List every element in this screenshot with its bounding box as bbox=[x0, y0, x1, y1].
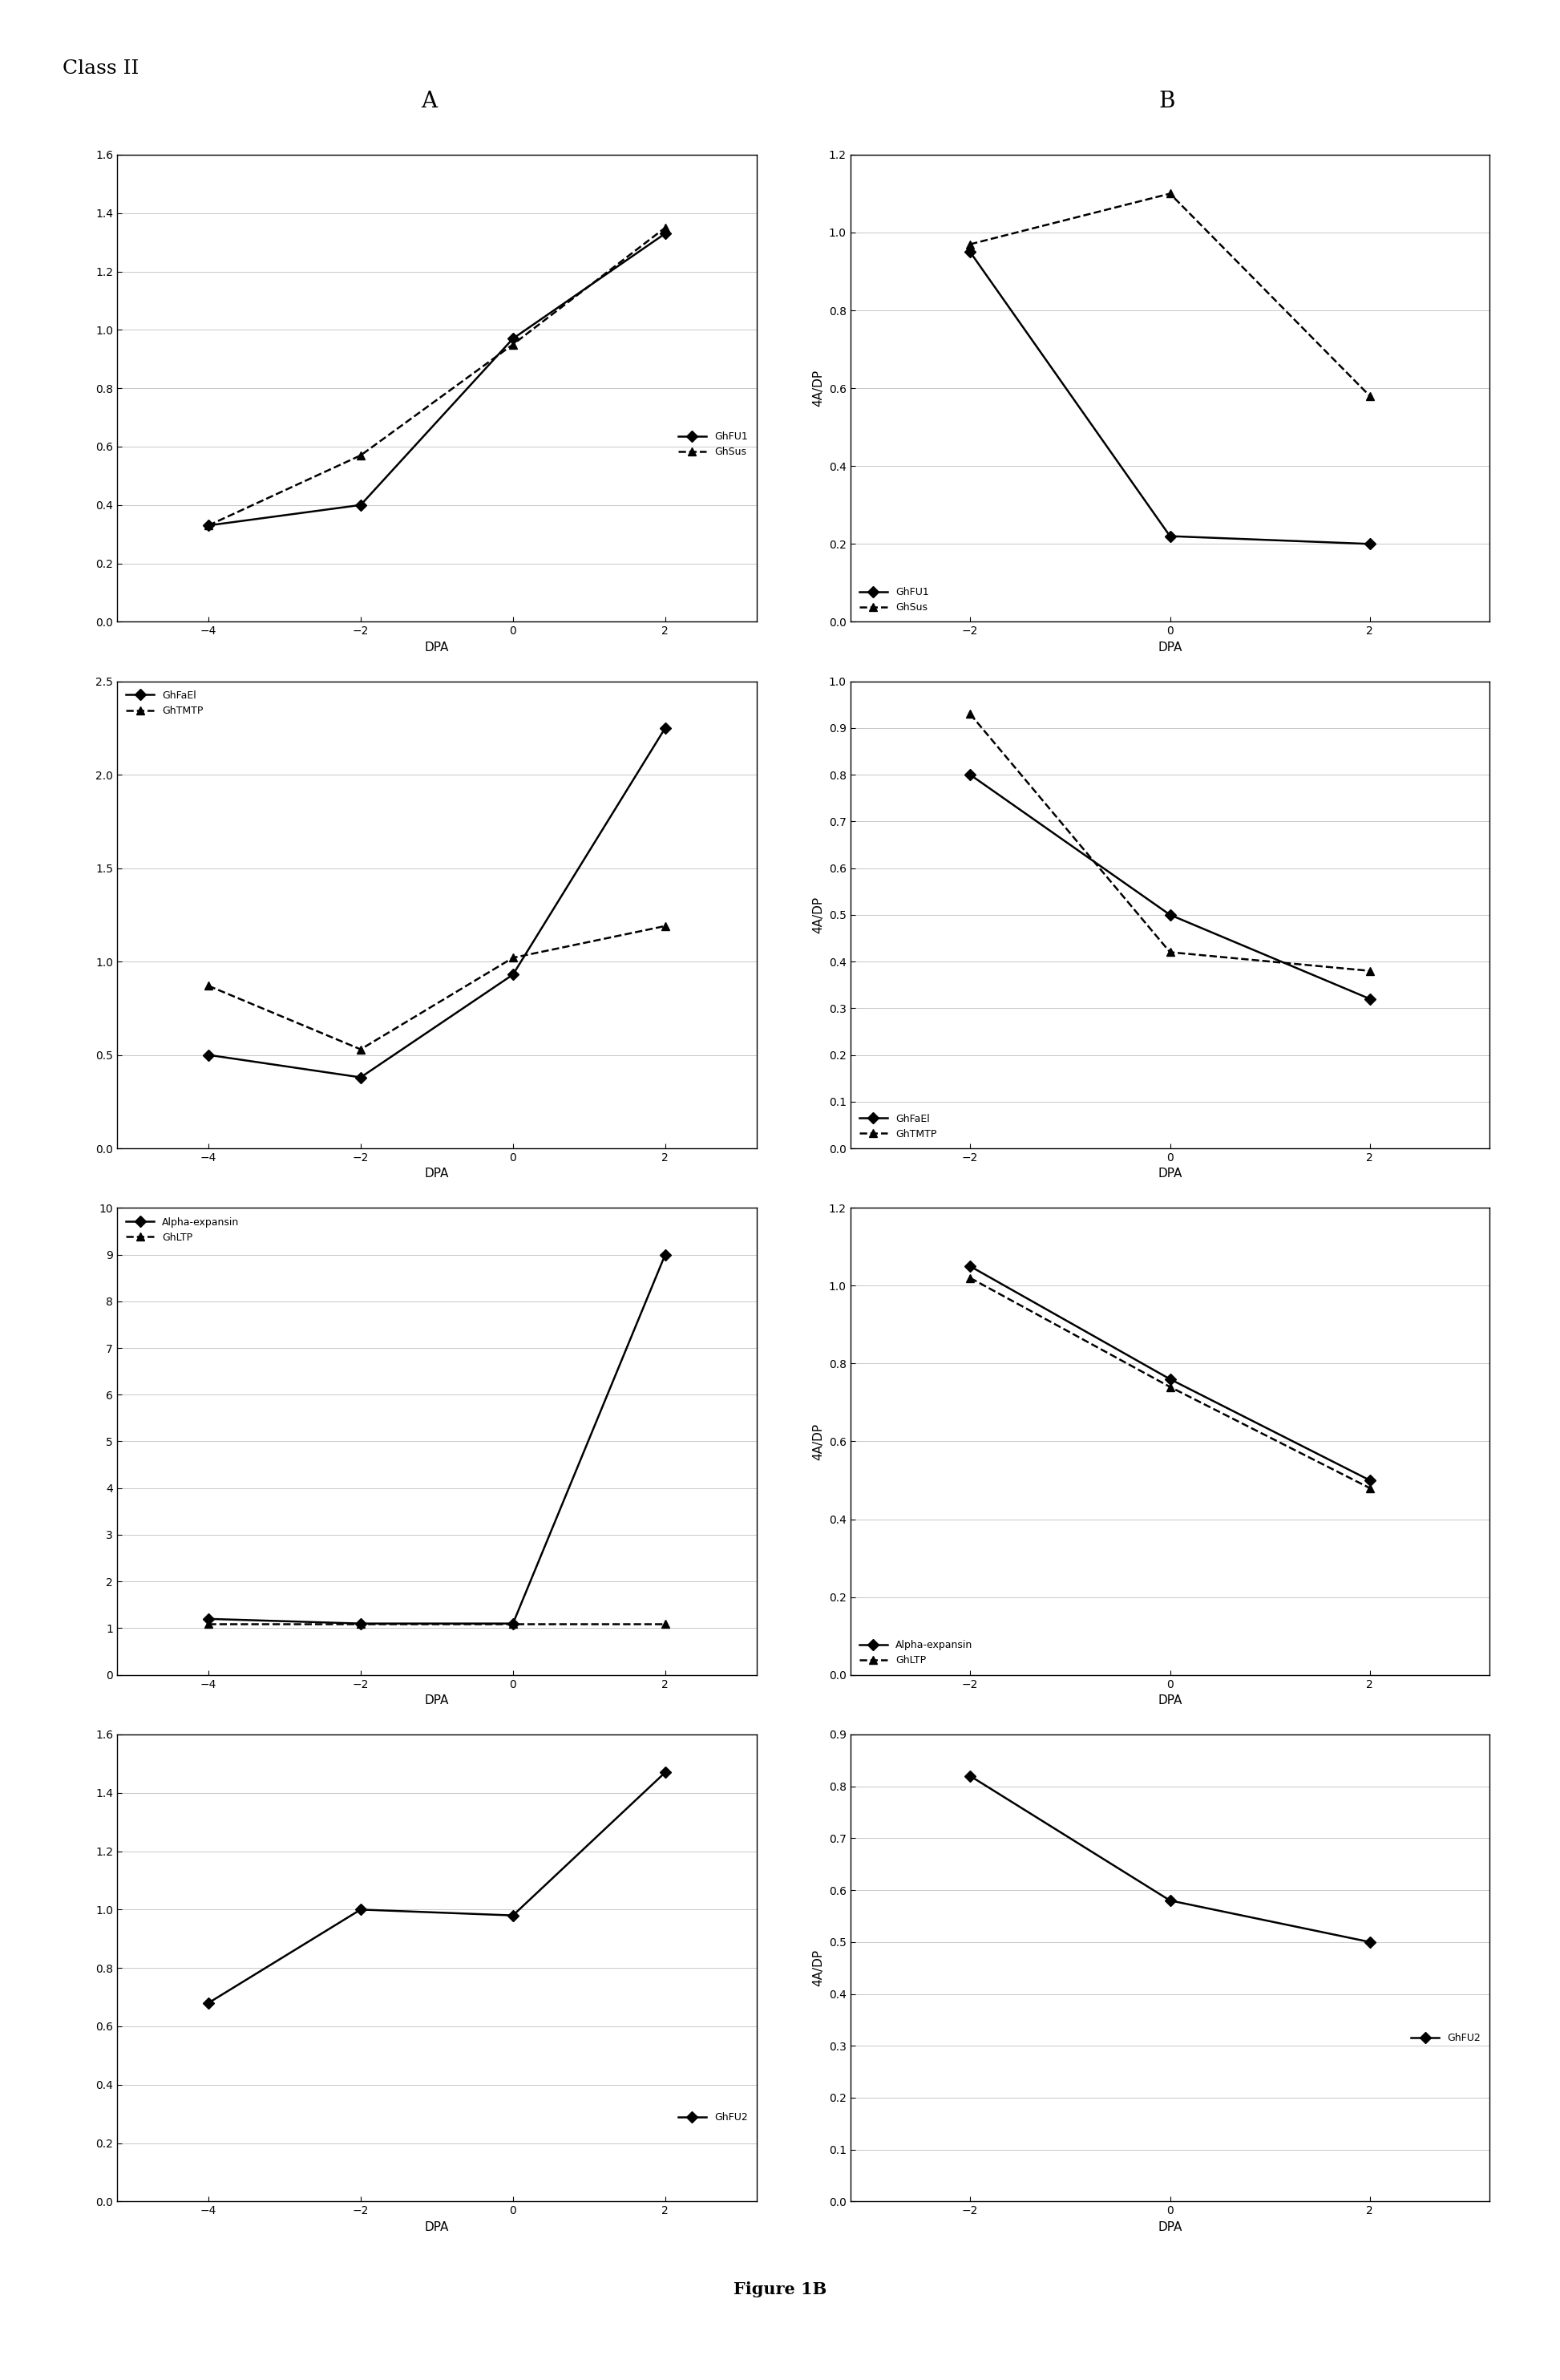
GhFaEl bbox=[200, 1040, 218, 1069]
GhFaEl bbox=[961, 762, 980, 790]
Line: GhTMTP: GhTMTP bbox=[966, 709, 1374, 976]
GhTMTP bbox=[200, 971, 218, 1000]
X-axis label: DPA: DPA bbox=[1158, 1695, 1182, 1706]
GhFU1 bbox=[504, 324, 523, 352]
Y-axis label: 4A/DP: 4A/DP bbox=[813, 1423, 824, 1459]
GhSus bbox=[655, 214, 674, 243]
Legend: GhFaEl, GhTMTP: GhFaEl, GhTMTP bbox=[122, 685, 207, 721]
GhTMTP bbox=[504, 942, 523, 971]
GhSus bbox=[961, 231, 980, 259]
Text: A: A bbox=[421, 90, 437, 112]
Alpha-expansin bbox=[200, 1604, 218, 1633]
GhLTP bbox=[351, 1609, 370, 1637]
Line: GhFaEl: GhFaEl bbox=[966, 771, 1374, 1002]
X-axis label: DPA: DPA bbox=[1158, 640, 1182, 655]
GhFaEl bbox=[1360, 985, 1379, 1014]
GhFU1 bbox=[1360, 531, 1379, 559]
Legend: Alpha-expansin, GhLTP: Alpha-expansin, GhLTP bbox=[122, 1214, 243, 1247]
Line: GhTMTP: GhTMTP bbox=[204, 921, 669, 1054]
GhTMTP bbox=[351, 1035, 370, 1064]
Line: GhLTP: GhLTP bbox=[966, 1273, 1374, 1492]
Alpha-expansin bbox=[504, 1609, 523, 1637]
GhTMTP bbox=[1360, 957, 1379, 985]
GhFU2 bbox=[504, 1902, 523, 1930]
GhFU1 bbox=[1161, 521, 1179, 550]
GhLTP bbox=[1161, 1373, 1179, 1402]
X-axis label: DPA: DPA bbox=[424, 1169, 449, 1180]
GhFU1 bbox=[655, 219, 674, 248]
Legend: Alpha-expansin, GhLTP: Alpha-expansin, GhLTP bbox=[855, 1635, 977, 1671]
GhTMTP bbox=[961, 700, 980, 728]
GhFU2 bbox=[200, 1990, 218, 2018]
GhFU2 bbox=[961, 1761, 980, 1790]
Legend: GhFU2: GhFU2 bbox=[1407, 2028, 1485, 2047]
GhFaEl bbox=[655, 714, 674, 743]
X-axis label: DPA: DPA bbox=[1158, 2221, 1182, 2232]
GhFU2 bbox=[655, 1759, 674, 1787]
Alpha-expansin bbox=[961, 1252, 980, 1280]
Legend: GhFaEl, GhTMTP: GhFaEl, GhTMTP bbox=[855, 1109, 941, 1142]
Line: Alpha-expansin: Alpha-expansin bbox=[966, 1261, 1374, 1485]
Text: Class II: Class II bbox=[62, 60, 139, 79]
GhLTP bbox=[961, 1264, 980, 1292]
Line: GhFU2: GhFU2 bbox=[204, 1768, 669, 2006]
Legend: GhFU1, GhSus: GhFU1, GhSus bbox=[674, 428, 752, 462]
Y-axis label: 4A/DP: 4A/DP bbox=[813, 897, 824, 933]
Line: Alpha-expansin: Alpha-expansin bbox=[204, 1250, 669, 1628]
GhSus bbox=[504, 331, 523, 359]
GhFU2 bbox=[351, 1894, 370, 1923]
Line: GhFU1: GhFU1 bbox=[204, 228, 669, 528]
Line: GhFU1: GhFU1 bbox=[966, 248, 1374, 547]
GhFU1 bbox=[351, 490, 370, 519]
X-axis label: DPA: DPA bbox=[1158, 1169, 1182, 1180]
Legend: GhFU1, GhSus: GhFU1, GhSus bbox=[855, 583, 933, 616]
Alpha-expansin bbox=[351, 1609, 370, 1637]
Alpha-expansin bbox=[655, 1240, 674, 1269]
GhLTP bbox=[1360, 1473, 1379, 1502]
X-axis label: DPA: DPA bbox=[424, 640, 449, 655]
Line: GhFaEl: GhFaEl bbox=[204, 724, 669, 1081]
GhSus bbox=[351, 440, 370, 469]
GhFU1 bbox=[200, 512, 218, 540]
Line: GhLTP: GhLTP bbox=[204, 1621, 669, 1628]
Alpha-expansin bbox=[1360, 1466, 1379, 1495]
GhFU2 bbox=[1161, 1887, 1179, 1916]
GhLTP bbox=[200, 1609, 218, 1637]
GhTMTP bbox=[655, 912, 674, 940]
X-axis label: DPA: DPA bbox=[424, 1695, 449, 1706]
X-axis label: DPA: DPA bbox=[424, 2221, 449, 2232]
Y-axis label: 4A/DP: 4A/DP bbox=[813, 369, 824, 407]
GhLTP bbox=[655, 1609, 674, 1637]
GhFaEl bbox=[1161, 900, 1179, 928]
Text: B: B bbox=[1159, 90, 1175, 112]
GhTMTP bbox=[1161, 938, 1179, 966]
Alpha-expansin bbox=[1161, 1364, 1179, 1392]
GhFU2 bbox=[1360, 1928, 1379, 1956]
GhSus bbox=[1161, 178, 1179, 207]
GhSus bbox=[200, 512, 218, 540]
Line: GhFU2: GhFU2 bbox=[966, 1773, 1374, 1947]
GhFU1 bbox=[961, 238, 980, 267]
Y-axis label: 4A/DP: 4A/DP bbox=[813, 1949, 824, 1987]
GhFaEl bbox=[504, 959, 523, 988]
Legend: GhFU2: GhFU2 bbox=[674, 2109, 752, 2128]
Text: Figure 1B: Figure 1B bbox=[733, 2282, 827, 2297]
GhSus bbox=[1360, 381, 1379, 409]
GhFaEl bbox=[351, 1064, 370, 1092]
Line: GhSus: GhSus bbox=[204, 224, 669, 528]
Line: GhSus: GhSus bbox=[966, 190, 1374, 400]
GhLTP bbox=[504, 1609, 523, 1637]
